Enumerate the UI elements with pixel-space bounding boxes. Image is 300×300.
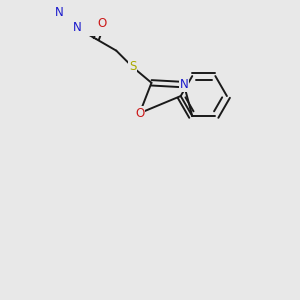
Text: S: S xyxy=(129,61,136,74)
Text: O: O xyxy=(98,17,107,30)
Text: N: N xyxy=(55,6,64,19)
Text: N: N xyxy=(73,21,81,34)
Text: O: O xyxy=(135,106,144,120)
Text: N: N xyxy=(180,78,188,91)
